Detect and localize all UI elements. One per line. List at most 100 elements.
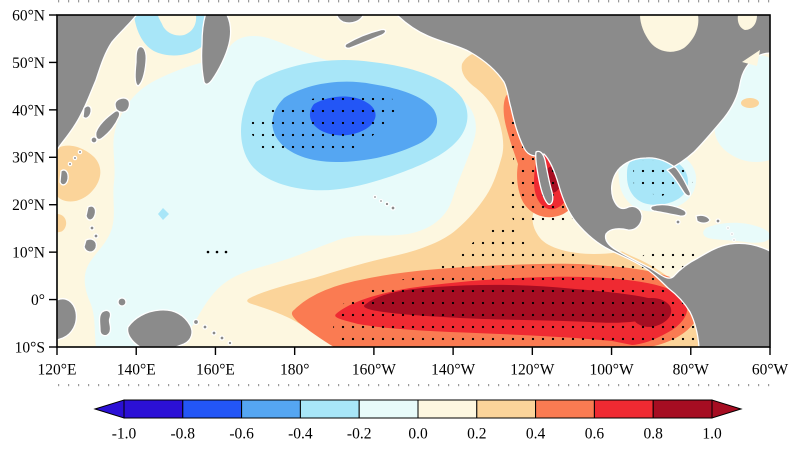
land-sulawesi bbox=[98, 309, 112, 337]
stipple-baja-southwest bbox=[485, 226, 520, 248]
crop-tick-top bbox=[388, 0, 390, 3]
crop-tick-top bbox=[768, 0, 770, 3]
crop-tick-mid bbox=[708, 384, 710, 387]
crop-tick-mid bbox=[398, 384, 400, 387]
stipple-north-pacific bbox=[246, 98, 396, 155]
crop-tick-mid bbox=[698, 384, 700, 387]
crop-tick-top bbox=[628, 0, 630, 3]
plot-frame bbox=[56, 14, 771, 348]
crop-tick-mid bbox=[648, 384, 650, 387]
foxe-basin bbox=[737, 15, 757, 30]
crop-tick-top bbox=[238, 0, 240, 3]
crop-tick-mid bbox=[388, 384, 390, 387]
crop-tick-mid bbox=[628, 384, 630, 387]
x-tick-label: 60°W bbox=[752, 361, 789, 378]
crop-tick-top bbox=[568, 0, 570, 3]
hudson-bay bbox=[640, 15, 699, 52]
land-bismarck bbox=[192, 318, 200, 326]
crop-tick-top bbox=[678, 0, 680, 3]
crop-tick-mid bbox=[338, 384, 340, 387]
crop-tick-mid bbox=[138, 384, 140, 387]
crop-tick-top bbox=[58, 0, 60, 3]
landmasses bbox=[57, 15, 770, 347]
crop-tick-mid bbox=[448, 384, 450, 387]
colorbar: -1.0 -0.8 -0.6 -0.4 -0.2 0.0 0.2 0.4 0.6 0.8 1.0 bbox=[93, 399, 743, 442]
land-solomon-4 bbox=[227, 340, 233, 346]
crop-tick-top bbox=[598, 0, 600, 3]
crop-tick-top bbox=[218, 0, 220, 3]
crop-tick-mid bbox=[348, 384, 350, 387]
crop-tick-top bbox=[68, 0, 70, 3]
crop-tick-mid bbox=[508, 384, 510, 387]
crop-tick-mid bbox=[328, 384, 330, 387]
crop-tick-mid bbox=[758, 384, 760, 387]
land-new-guinea bbox=[126, 309, 193, 347]
x-tick-label: 100°W bbox=[590, 361, 634, 378]
crop-tick-top bbox=[698, 0, 700, 3]
crop-tick-top bbox=[338, 0, 340, 3]
crop-tick-top bbox=[498, 0, 500, 3]
x-tick-label: 120°E bbox=[38, 361, 77, 378]
crop-tick-top bbox=[318, 0, 320, 3]
crop-tick-mid bbox=[718, 384, 720, 387]
crop-tick-top bbox=[178, 0, 180, 3]
crop-tick-mid bbox=[738, 384, 740, 387]
crop-tick-top bbox=[258, 0, 260, 3]
crop-tick-mid bbox=[478, 384, 480, 387]
crop-tick-top bbox=[268, 0, 270, 3]
crop-tick-mid bbox=[238, 384, 240, 387]
crop-tick-mid bbox=[568, 384, 570, 387]
x-tick-label: 140°W bbox=[431, 361, 475, 378]
crop-tick-top bbox=[168, 0, 170, 3]
crop-tick-mid bbox=[258, 384, 260, 387]
colorbar-tick-label: -0.8 bbox=[171, 425, 196, 442]
y-tick-label: 30°N bbox=[12, 150, 45, 167]
crop-tick-top bbox=[458, 0, 460, 3]
crop-tick-mid bbox=[658, 384, 660, 387]
crop-tick-mid bbox=[278, 384, 280, 387]
crop-tick-mid bbox=[68, 384, 70, 387]
crop-tick-mid bbox=[108, 384, 110, 387]
crop-tick-top bbox=[98, 0, 100, 3]
crop-tick-top bbox=[118, 0, 120, 3]
land-cuba bbox=[650, 203, 687, 217]
land-hawaii-1 bbox=[372, 194, 378, 200]
crop-tick-mid bbox=[188, 384, 190, 387]
x-tick-label: 180° bbox=[280, 361, 309, 378]
x-tick-label: 160°W bbox=[352, 361, 396, 378]
land-chukotka bbox=[335, 15, 364, 24]
crop-tick-top bbox=[518, 0, 520, 3]
y-tick-label: 0° bbox=[31, 292, 45, 309]
crop-tick-top bbox=[708, 0, 710, 3]
crop-tick-mid bbox=[358, 384, 360, 387]
land-kyushu bbox=[90, 136, 98, 144]
interior-seas bbox=[640, 15, 760, 66]
crop-tick-mid bbox=[498, 384, 500, 387]
atlantic-warm-spot bbox=[741, 98, 759, 108]
crop-tick-mid bbox=[408, 384, 410, 387]
land-borneo-edge bbox=[57, 298, 78, 341]
crop-tick-top bbox=[688, 0, 690, 3]
land-antilles-3 bbox=[732, 238, 736, 242]
crop-tick-mid bbox=[618, 384, 620, 387]
crop-tick-top bbox=[398, 0, 400, 3]
crop-tick-mid bbox=[638, 384, 640, 387]
crop-tick-top bbox=[648, 0, 650, 3]
crop-tick-top bbox=[668, 0, 670, 3]
land-visayas-2 bbox=[93, 233, 99, 239]
land-kamchatka bbox=[200, 15, 232, 85]
crop-tick-mid bbox=[58, 384, 60, 387]
left-edge-warm-spot bbox=[57, 214, 67, 233]
crop-tick-top bbox=[558, 0, 560, 3]
crop-tick-mid bbox=[588, 384, 590, 387]
crop-tick-top bbox=[638, 0, 640, 3]
crop-tick-top bbox=[618, 0, 620, 3]
crop-tick-top bbox=[298, 0, 300, 3]
land-mindanao bbox=[83, 238, 98, 253]
x-tick-label: 120°W bbox=[510, 361, 554, 378]
crop-tick-mid bbox=[148, 384, 150, 387]
crop-tick-top bbox=[548, 0, 550, 3]
crop-tick-top bbox=[328, 0, 330, 3]
